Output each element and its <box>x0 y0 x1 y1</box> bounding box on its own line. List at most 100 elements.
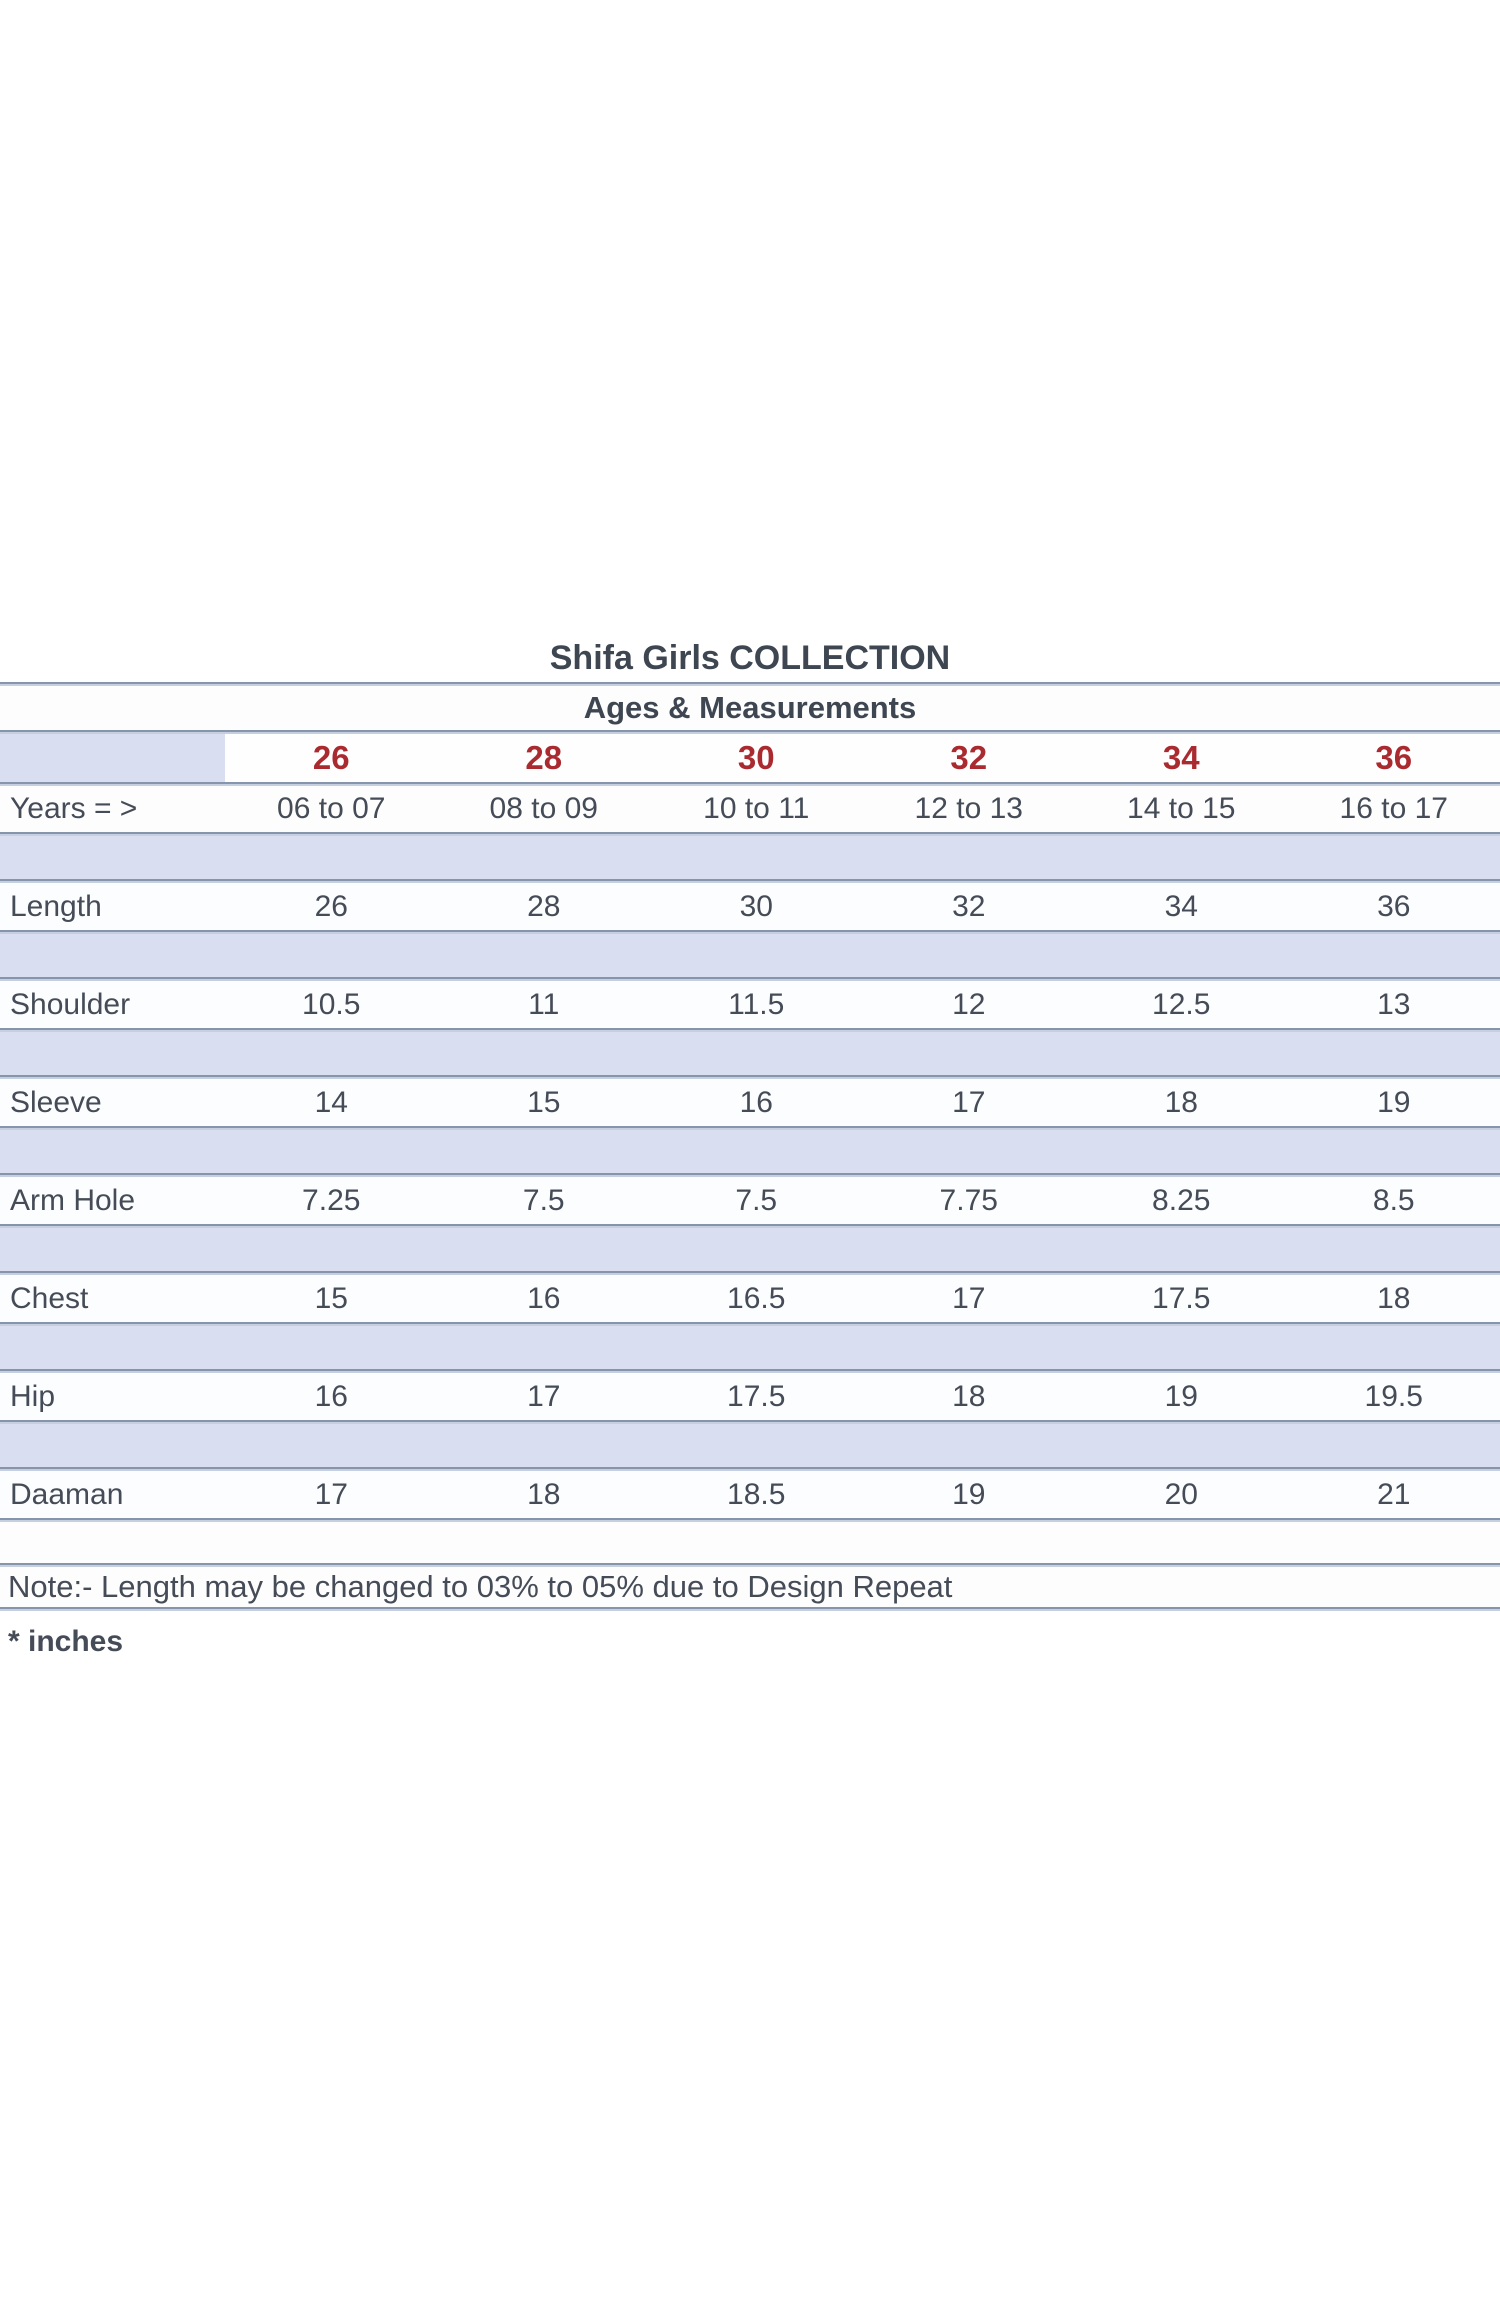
measurement-row-chest: Chest 15 16 16.5 17 17.5 18 <box>0 1275 1500 1322</box>
measurement-value: 26 <box>314 889 348 923</box>
divider <box>0 832 1500 836</box>
measurement-value: 8.5 <box>1372 1183 1415 1217</box>
measurement-label: Length <box>10 889 102 923</box>
measurement-value: 7.5 <box>522 1183 565 1217</box>
measurement-value: 19.5 <box>1364 1379 1423 1413</box>
spacer-band <box>0 1326 1500 1369</box>
year-range: 10 to 11 <box>703 792 810 825</box>
measurement-value: 12 <box>952 987 986 1021</box>
measurement-value: 15 <box>314 1281 348 1315</box>
spacer-band <box>0 1424 1500 1467</box>
divider <box>0 1271 1500 1275</box>
divider <box>0 1173 1500 1177</box>
unit-note: * inches <box>8 1625 124 1658</box>
measurement-value: 30 <box>739 889 773 923</box>
measurement-value: 36 <box>1377 889 1411 923</box>
measurement-value: 7.5 <box>735 1183 778 1217</box>
measurement-label: Hip <box>10 1379 56 1413</box>
divider <box>0 977 1500 981</box>
measurement-value: 18 <box>952 1379 986 1413</box>
divider <box>0 1126 1500 1130</box>
measurement-value: 18 <box>1164 1085 1198 1119</box>
measurement-value: 16.5 <box>727 1281 786 1315</box>
page-title: Shifa Girls COLLECTION <box>549 639 951 677</box>
corner-cell <box>0 734 225 782</box>
empty-row <box>0 1522 1500 1563</box>
measurement-label: Arm Hole <box>10 1183 136 1217</box>
measurement-value: 7.25 <box>302 1183 361 1217</box>
measurement-value: 7.75 <box>939 1183 998 1217</box>
measurement-value: 8.25 <box>1152 1183 1211 1217</box>
measurement-row-arm-hole: Arm Hole 7.25 7.5 7.5 7.75 8.25 8.5 <box>0 1177 1500 1224</box>
divider <box>0 1467 1500 1471</box>
measurement-label: Chest <box>10 1281 89 1315</box>
measurement-value: 28 <box>527 889 561 923</box>
measurement-value: 16 <box>527 1281 561 1315</box>
measurement-value: 18.5 <box>727 1477 786 1511</box>
measurement-value: 17.5 <box>727 1379 786 1413</box>
size-header: 32 <box>950 739 988 776</box>
measurement-value: 15 <box>527 1085 561 1119</box>
note-text: Note:- Length may be changed to 03% to 0… <box>0 1567 1500 1607</box>
measurement-row-hip: Hip 16 17 17.5 18 19 19.5 <box>0 1373 1500 1420</box>
measurement-label: Sleeve <box>10 1085 102 1119</box>
size-header: 36 <box>1375 739 1413 776</box>
year-range: 06 to 07 <box>277 792 386 825</box>
spacer-band <box>0 934 1500 977</box>
measurement-value: 18 <box>527 1477 561 1511</box>
size-header: 34 <box>1162 739 1200 776</box>
divider <box>0 1607 1500 1611</box>
measurement-value: 11.5 <box>728 987 785 1021</box>
divider <box>0 1369 1500 1373</box>
divider <box>0 682 1500 686</box>
years-label: Years = > <box>10 792 138 825</box>
spacer-band <box>0 836 1500 879</box>
measurement-value: 19 <box>952 1477 986 1511</box>
size-header-row: 26 28 30 32 34 36 <box>0 734 1500 782</box>
year-range: 12 to 13 <box>914 792 1023 825</box>
measurement-value: 17 <box>952 1281 986 1315</box>
divider <box>0 1322 1500 1326</box>
chart-subtitle: Ages & Measurements <box>0 686 1500 730</box>
measurement-value: 34 <box>1164 889 1198 923</box>
measurement-label: Daaman <box>10 1477 124 1511</box>
measurement-value: 17 <box>314 1477 348 1511</box>
divider <box>0 879 1500 883</box>
measurement-value: 32 <box>952 889 986 923</box>
size-header: 26 <box>312 739 350 776</box>
year-range: 14 to 15 <box>1127 792 1236 825</box>
measurement-value: 21 <box>1377 1477 1411 1511</box>
size-header: 30 <box>737 739 775 776</box>
divider <box>0 1075 1500 1079</box>
divider <box>0 1563 1500 1567</box>
divider <box>0 782 1500 786</box>
size-header: 28 <box>525 739 563 776</box>
year-range: 16 to 17 <box>1339 792 1448 825</box>
measurement-value: 18 <box>1377 1281 1411 1315</box>
measurement-value: 17.5 <box>1152 1281 1211 1315</box>
spacer-band <box>0 1228 1500 1271</box>
measurement-row-daaman: Daaman 17 18 18.5 19 20 21 <box>0 1471 1500 1518</box>
measurement-value: 11 <box>528 987 560 1021</box>
spacer-band <box>0 1032 1500 1075</box>
measurement-value: 17 <box>952 1085 986 1119</box>
spacer-band <box>0 1130 1500 1173</box>
measurement-row-shoulder: Shoulder 10.5 11 11.5 12 12.5 13 <box>0 981 1500 1028</box>
measurement-label: Shoulder <box>10 987 131 1021</box>
year-range: 08 to 09 <box>489 792 598 825</box>
divider <box>0 1224 1500 1228</box>
divider <box>0 1028 1500 1032</box>
measurement-value: 10.5 <box>302 987 361 1021</box>
divider <box>0 930 1500 934</box>
measurement-value: 14 <box>314 1085 348 1119</box>
measurement-value: 19 <box>1377 1085 1411 1119</box>
measurement-row-length: Length 26 28 30 32 34 36 <box>0 883 1500 930</box>
years-row: Years = > 06 to 07 08 to 09 10 to 11 12 … <box>0 786 1500 832</box>
divider <box>0 730 1500 734</box>
measurement-value: 20 <box>1164 1477 1198 1511</box>
measurement-value: 13 <box>1377 987 1411 1021</box>
size-chart: Shifa Girls COLLECTION Ages & Measuremen… <box>0 634 1500 1659</box>
measurement-value: 12.5 <box>1152 987 1211 1021</box>
measurement-value: 16 <box>314 1379 348 1413</box>
measurement-value: 16 <box>739 1085 773 1119</box>
